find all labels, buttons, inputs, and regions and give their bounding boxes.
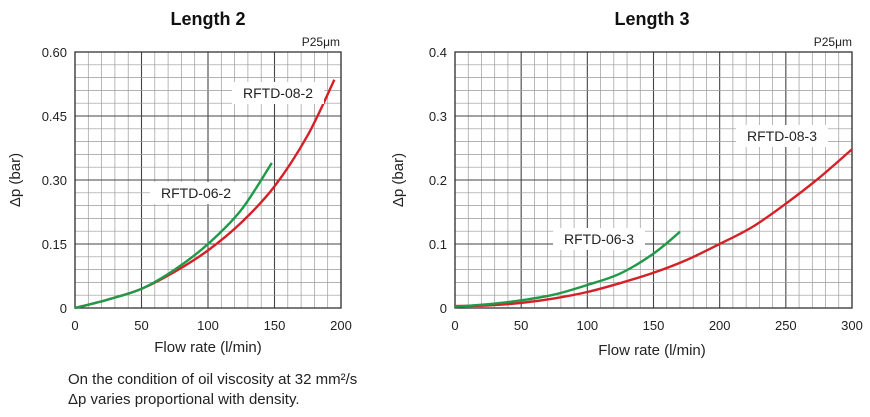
series-name: RFTD-08-2 xyxy=(243,85,313,101)
x-tick-label: 150 xyxy=(264,318,286,333)
chart-title: Length 3 xyxy=(615,9,690,29)
y-tick-label: 0.60 xyxy=(42,45,67,60)
chart-length-3: Length 3 0 50 100 150 200 250 300 0 0.1 0.2 0.3 0.… xyxy=(390,9,863,359)
label-background xyxy=(150,182,242,204)
series-lines xyxy=(454,148,853,308)
label-background xyxy=(232,82,324,104)
series-label-rftd-08-3: RFTD-08-3 xyxy=(736,125,828,147)
series-lines xyxy=(74,79,336,310)
x-tick-label: 50 xyxy=(134,318,148,333)
series-line-rftd-06-2 xyxy=(74,162,273,310)
x-tick-label: 150 xyxy=(643,318,665,333)
y-tick-label: 0.1 xyxy=(429,237,447,252)
x-tick-label: 100 xyxy=(197,318,219,333)
x-tick-labels: 0 50 100 150 200 250 300 xyxy=(451,318,862,333)
label-background xyxy=(553,228,645,250)
x-tick-label: 50 xyxy=(514,318,528,333)
x-tick-label: 250 xyxy=(775,318,797,333)
series-name: RFTD-06-2 xyxy=(161,185,231,201)
y-axis-label: Δp (bar) xyxy=(7,153,24,207)
filter-rating-note: P25μm xyxy=(302,35,340,49)
x-tick-label: 200 xyxy=(709,318,731,333)
filter-rating-note: P25μm xyxy=(814,35,852,49)
x-tick-label: 100 xyxy=(576,318,598,333)
y-tick-label: 0.4 xyxy=(429,45,447,60)
series-name: RFTD-06-3 xyxy=(564,231,634,247)
x-tick-label: 0 xyxy=(71,318,78,333)
y-tick-labels: 0 0.15 0.30 0.45 0.60 xyxy=(42,45,67,316)
y-tick-label: 0.45 xyxy=(42,109,67,124)
footnote-viscosity: On the condition of oil viscosity at 32 … xyxy=(68,371,358,388)
chart-length-2: Length 2 0 50 100 150 200 00.150.300.450.60 … xyxy=(7,9,352,356)
y-tick-label: 0.15 xyxy=(42,237,67,252)
series-label-rftd-06-3: RFTD-06-3 xyxy=(553,228,645,250)
x-tick-labels: 0 50 100 150 200 xyxy=(71,318,351,333)
y-tick-label: 0.2 xyxy=(429,173,447,188)
plot-frame xyxy=(74,51,342,309)
series-label-rftd-06-2: RFTD-06-2 xyxy=(150,182,242,204)
plot-frame xyxy=(454,51,853,309)
x-axis-label: Flow rate (l/min) xyxy=(154,339,262,356)
series-line-rftd-06-3 xyxy=(454,230,681,308)
y-tick-label: 0.30 xyxy=(42,173,67,188)
y-tick-label: 0 xyxy=(440,301,447,316)
x-tick-label: 200 xyxy=(330,318,352,333)
x-tick-label: 300 xyxy=(841,318,863,333)
x-axis-label: Flow rate (l/min) xyxy=(598,342,706,359)
series-name: RFTD-08-3 xyxy=(747,128,817,144)
series-line-rftd-08-3 xyxy=(454,148,853,308)
footnote-density: Δp varies proportional with density. xyxy=(68,391,300,408)
chart-title: Length 2 xyxy=(171,9,246,29)
grid xyxy=(454,51,853,309)
x-tick-label: 0 xyxy=(451,318,458,333)
label-background xyxy=(736,125,828,147)
series-label-rftd-08-2: RFTD-08-2 xyxy=(232,82,324,104)
y-tick-labels: 0 0.1 0.2 0.3 0.4 xyxy=(429,45,447,316)
y-axis-label: Δp (bar) xyxy=(390,153,407,207)
y-tick-label: 0.3 xyxy=(429,109,447,124)
y-tick-label: 0 xyxy=(60,301,67,316)
